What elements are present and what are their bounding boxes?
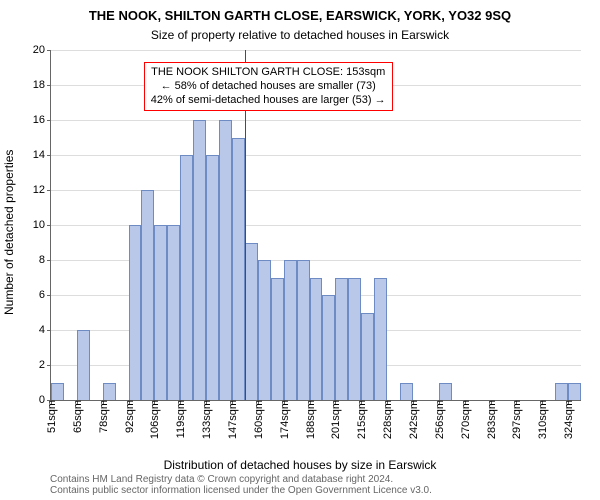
xtick-label: 188sqm [303,400,317,439]
xtick-label: 242sqm [406,400,420,439]
annotation-box: THE NOOK SHILTON GARTH CLOSE: 153sqm← 58… [144,62,393,111]
histogram-bar [284,260,297,400]
histogram-bar [77,330,90,400]
histogram-bar [154,225,167,400]
ytick-label: 2 [39,359,51,371]
y-axis-label: Number of detached properties [2,150,16,315]
histogram-bar [555,383,568,401]
plot-area: 0246810121416182051sqm65sqm78sqm92sqm106… [50,50,581,401]
xtick-label: 174sqm [277,400,291,439]
attribution-line: Contains HM Land Registry data © Crown c… [50,474,590,485]
chart-subtitle: Size of property relative to detached ho… [0,28,600,42]
annotation-line: ← 58% of detached houses are smaller (73… [151,80,386,94]
ytick-label: 18 [33,79,51,91]
ytick-label: 14 [33,149,51,161]
histogram-bar [141,190,154,400]
histogram-bar [167,225,180,400]
xtick-label: 256sqm [432,400,446,439]
xtick-label: 147sqm [225,400,239,439]
x-axis-label: Distribution of detached houses by size … [0,458,600,472]
histogram-bar [245,243,258,401]
xtick-label: 283sqm [484,400,498,439]
attribution-line: Contains public sector information licen… [50,485,590,496]
xtick-label: 106sqm [147,400,161,439]
xtick-label: 92sqm [122,400,136,433]
xtick-label: 324sqm [561,400,575,439]
histogram-bar [297,260,310,400]
histogram-bar [271,278,284,401]
gridline [51,120,581,121]
xtick-label: 310sqm [535,400,549,439]
ytick-label: 10 [33,219,51,231]
gridline [51,50,581,51]
xtick-label: 133sqm [199,400,213,439]
annotation-line: THE NOOK SHILTON GARTH CLOSE: 153sqm [151,66,386,80]
histogram-bar [322,295,335,400]
xtick-label: 160sqm [251,400,265,439]
ytick-label: 16 [33,114,51,126]
histogram-bar [335,278,348,401]
ytick-label: 4 [39,324,51,336]
histogram-bar [180,155,193,400]
annotation-line: 42% of semi-detached houses are larger (… [151,94,386,108]
histogram-bar [206,155,219,400]
gridline [51,155,581,156]
histogram-bar [568,383,581,401]
histogram-bar [361,313,374,401]
xtick-label: 119sqm [173,400,187,438]
xtick-label: 65sqm [70,400,84,433]
histogram-bar [400,383,413,401]
ytick-label: 20 [33,44,51,56]
ytick-label: 12 [33,184,51,196]
histogram-bar [219,120,232,400]
histogram-bar [374,278,387,401]
histogram-bar [348,278,361,401]
histogram-bar [51,383,64,401]
chart-title-address: THE NOOK, SHILTON GARTH CLOSE, EARSWICK,… [0,8,600,23]
ytick-label: 6 [39,289,51,301]
gridline [51,190,581,191]
xtick-label: 215sqm [354,400,368,439]
histogram-bar [103,383,116,401]
histogram-bar [258,260,271,400]
xtick-label: 270sqm [458,400,472,439]
ytick-label: 8 [39,254,51,266]
histogram-bar [310,278,323,401]
histogram-bar [193,120,206,400]
attribution-text: Contains HM Land Registry data © Crown c… [50,474,590,496]
xtick-label: 201sqm [328,400,342,439]
xtick-label: 228sqm [380,400,394,439]
histogram-bar [129,225,142,400]
chart-container: THE NOOK, SHILTON GARTH CLOSE, EARSWICK,… [0,0,600,500]
histogram-bar [232,138,245,401]
xtick-label: 297sqm [509,400,523,439]
xtick-label: 51sqm [44,400,58,433]
histogram-bar [439,383,452,401]
xtick-label: 78sqm [96,400,110,433]
